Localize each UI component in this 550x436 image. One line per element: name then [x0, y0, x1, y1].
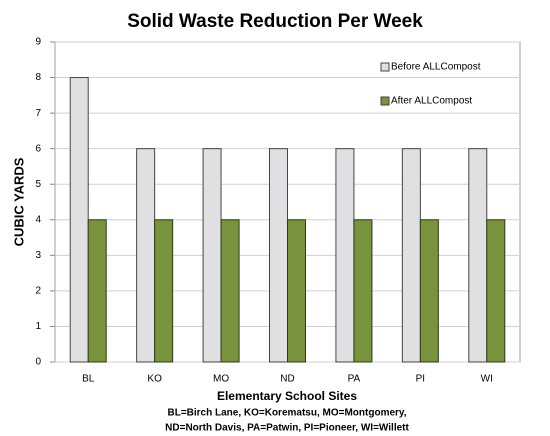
y-tick-label: 4	[35, 214, 41, 225]
x-tick-label: PA	[348, 374, 361, 385]
bar	[468, 148, 488, 363]
x-tick-label: KO	[147, 374, 162, 385]
y-axis-label: CUBIC YARDS	[11, 157, 26, 246]
bar	[220, 219, 240, 363]
x-tick-label: PI	[416, 374, 425, 385]
y-tick-label: 6	[35, 143, 41, 154]
legend-label: After ALLCompost	[391, 96, 472, 107]
chart-title: Solid Waste Reduction Per Week	[127, 11, 423, 32]
x-tick-label: WI	[481, 374, 493, 385]
footnote: BL=Birch Lane, KO=Korematsu, MO=Montgome…	[167, 408, 406, 419]
x-tick-label: MO	[213, 374, 229, 385]
y-tick-label: 8	[35, 72, 41, 83]
legend-swatch	[380, 62, 390, 72]
y-tick-label: 2	[35, 286, 41, 297]
bar	[269, 148, 288, 363]
footnote: ND=North Davis, PA=Patwin, PI=Pioneer, W…	[165, 423, 409, 434]
y-tick-label: 0	[35, 357, 41, 368]
y-tick-label: 5	[35, 179, 41, 190]
bar	[154, 219, 174, 363]
bar	[287, 219, 306, 363]
y-tick-label: 1	[35, 321, 41, 332]
bar	[69, 77, 89, 363]
x-tick-label: BL	[82, 374, 95, 385]
bar	[335, 148, 355, 363]
x-tick-label: ND	[280, 374, 294, 385]
bar	[136, 148, 156, 363]
legend-swatch	[380, 96, 390, 106]
bar	[486, 219, 506, 363]
bar	[87, 219, 107, 363]
y-tick-label: 3	[35, 250, 41, 261]
legend-label: Before ALLCompost	[391, 62, 481, 73]
bar	[202, 148, 222, 363]
bar	[353, 219, 373, 363]
y-tick-label: 9	[35, 37, 41, 48]
bar	[401, 148, 421, 363]
y-tick-label: 7	[35, 108, 41, 119]
x-axis-label: Elementary School Sites	[217, 389, 357, 403]
bar	[419, 219, 439, 363]
